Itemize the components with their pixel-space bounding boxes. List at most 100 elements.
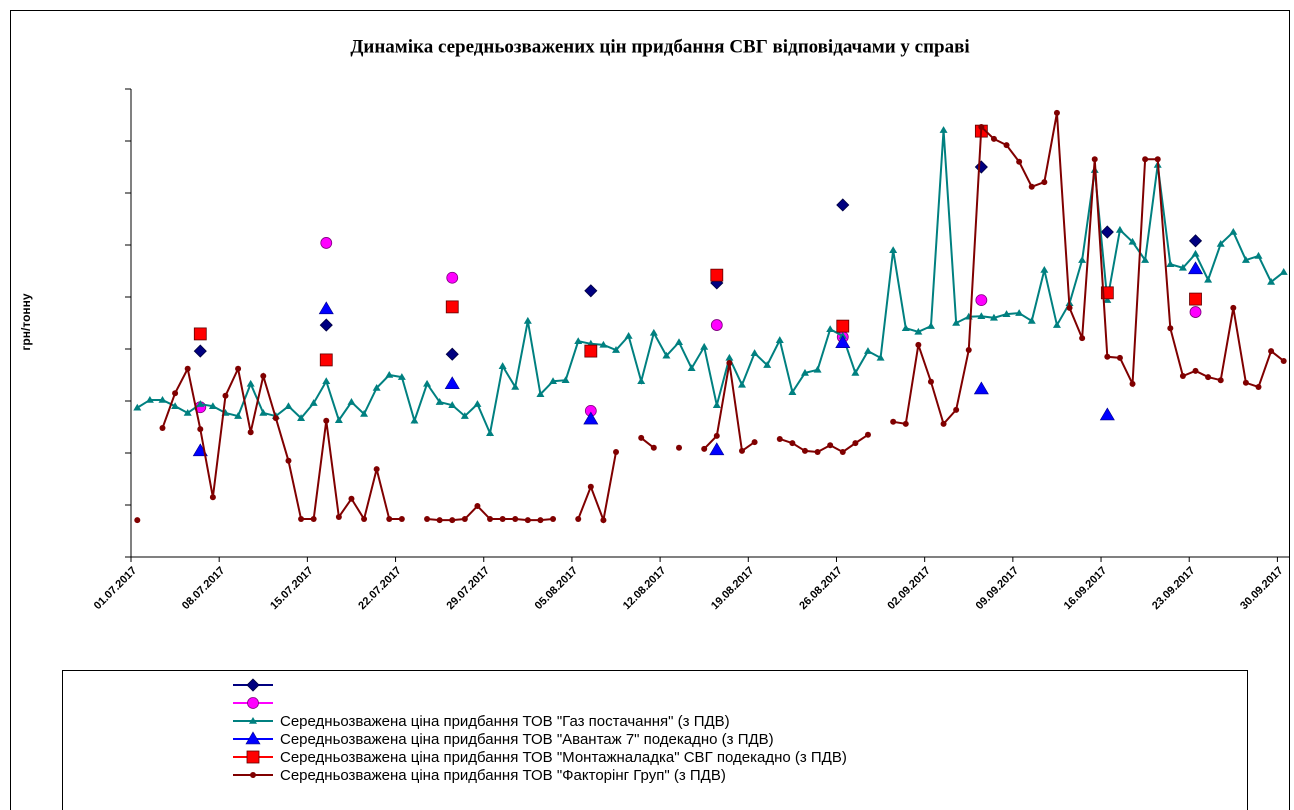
marker-triangle (318, 301, 334, 315)
marker-triangle (1002, 310, 1011, 317)
marker-dot (814, 448, 821, 455)
marker-square (836, 319, 850, 333)
marker-dot (134, 517, 141, 524)
marker-dot (902, 420, 909, 427)
marker-triangle (977, 312, 986, 320)
marker-circle (247, 697, 259, 709)
marker-triangle (1254, 251, 1263, 259)
marker-triangle (1141, 256, 1150, 263)
marker-dot (927, 378, 934, 385)
marker-dot (1255, 383, 1262, 390)
marker-triangle (687, 364, 696, 372)
marker-triangle (1191, 249, 1200, 257)
marker-square (445, 300, 459, 314)
marker-dot (776, 435, 783, 442)
marker-triangle (171, 402, 180, 409)
marker-dot (209, 494, 216, 501)
marker-triangle (662, 351, 671, 359)
marker-diamond (193, 344, 207, 358)
marker-dot (751, 439, 758, 446)
marker-triangle (473, 400, 482, 407)
marker-triangle (750, 349, 759, 356)
marker-dot (1167, 325, 1174, 332)
marker-dot (474, 503, 481, 510)
marker-triangle (835, 335, 851, 348)
marker-dot (247, 429, 254, 436)
marker-dot (600, 517, 607, 524)
marker-triangle (1115, 225, 1124, 233)
marker-dot (965, 347, 972, 354)
marker-dot (235, 365, 242, 372)
marker-dot (1066, 304, 1073, 311)
marker-triangle (1216, 239, 1225, 247)
marker-dot (1053, 109, 1060, 116)
marker-triangle (245, 731, 261, 745)
marker-dot (1104, 353, 1111, 360)
legend-label: Середньозважена ціна придбання ТОВ "Факт… (280, 767, 726, 784)
marker-square (193, 327, 207, 341)
marker-dot (738, 447, 745, 454)
marker-triangle (511, 382, 520, 390)
legend-label: Середньозважена ціна придбання ТОВ "Газ … (280, 713, 730, 730)
marker-triangle (460, 412, 469, 419)
marker-dot (864, 431, 871, 438)
marker-triangle (675, 338, 684, 346)
marker-dot (587, 483, 594, 490)
marker-square (1189, 292, 1202, 306)
marker-triangle (612, 346, 621, 353)
marker-dot (512, 516, 519, 523)
marker-triangle (952, 319, 961, 326)
marker-dot (436, 517, 443, 524)
marker-dot (1116, 354, 1123, 361)
marker-dot (172, 390, 179, 397)
legend-label: Середньозважена ціна придбання ТОВ "Аван… (280, 731, 774, 748)
marker-dot (1003, 142, 1010, 149)
marker-dot (801, 447, 808, 454)
marker-triangle (989, 313, 998, 321)
marker-dot (398, 516, 405, 523)
marker-dot (361, 516, 368, 523)
marker-triangle (737, 380, 746, 388)
marker-dot (638, 434, 645, 441)
marker-triangle (926, 322, 935, 329)
marker-dot (726, 360, 733, 367)
marker-dot (373, 466, 380, 473)
marker-dot (978, 123, 985, 130)
marker-dot (424, 516, 431, 523)
marker-triangle (360, 410, 369, 417)
marker-triangle (624, 332, 633, 339)
marker-triangle (1099, 407, 1115, 421)
legend-box (62, 670, 1248, 810)
marker-dot (1205, 374, 1212, 381)
marker-circle (446, 271, 459, 284)
marker-triangle (709, 442, 725, 456)
marker-triangle (196, 400, 205, 407)
marker-dot (323, 417, 330, 424)
marker-dot (550, 516, 557, 523)
marker-triangle (347, 398, 356, 405)
marker-dot (335, 513, 342, 520)
marker-dot (285, 457, 292, 464)
marker-diamond (445, 347, 459, 361)
marker-triangle (158, 395, 167, 403)
marker-dot (1217, 377, 1224, 384)
marker-dot (222, 392, 229, 399)
marker-dot (839, 448, 846, 455)
marker-dot (1280, 357, 1287, 364)
marker-triangle (1103, 296, 1112, 303)
marker-triangle (536, 390, 545, 398)
marker-dot (272, 415, 279, 422)
marker-dot (1142, 156, 1149, 163)
marker-triangle (259, 408, 268, 416)
marker-triangle (1052, 321, 1061, 328)
marker-dot (1192, 367, 1199, 374)
marker-square (584, 344, 598, 358)
marker-triangle (246, 379, 255, 387)
marker-triangle (549, 377, 558, 385)
chart-title: Динаміка середньозважених цін придбання … (350, 36, 969, 57)
legend-label: Середньозважена ціна придбання ТОВ "Монт… (280, 749, 847, 766)
marker-dot (676, 444, 683, 451)
marker-triangle (1267, 277, 1276, 285)
